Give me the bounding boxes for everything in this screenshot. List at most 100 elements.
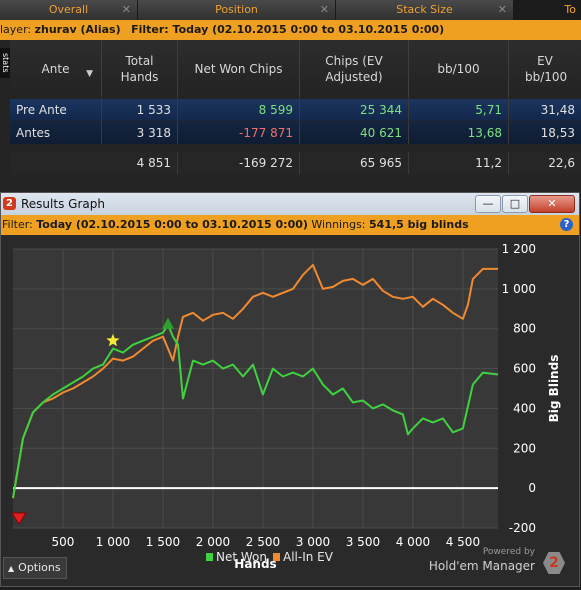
cell-hands: 3 318 xyxy=(102,122,178,144)
tab-stack-size-label: Stack Size xyxy=(396,3,453,16)
y-tick-label: 200 xyxy=(513,441,536,455)
cell-net-won: -177 871 xyxy=(178,122,300,144)
column-ante-label: Ante xyxy=(41,62,70,76)
total-ev-bb100: 22,6 xyxy=(548,156,575,170)
cell-bb100: 13,68 xyxy=(409,122,509,144)
x-tick-label: 1 000 xyxy=(96,535,130,549)
series-lines xyxy=(12,263,499,499)
y-tick-label: 800 xyxy=(513,322,536,336)
plot-background xyxy=(13,249,498,528)
column-header-total-hands[interactable]: Total Hands xyxy=(102,40,178,98)
column-header-ev-bb100[interactable]: EV bb/100 xyxy=(509,40,581,98)
grid xyxy=(13,248,498,529)
tab-position-label: Position xyxy=(215,3,258,16)
x-axis-label: Hands xyxy=(234,557,276,571)
minimize-button[interactable]: — xyxy=(475,195,501,213)
window-titlebar[interactable]: 2 Results Graph — □ ✕ xyxy=(1,193,579,215)
column-total-hands-label: Total Hands xyxy=(120,54,159,84)
legend-swatch xyxy=(273,553,280,561)
filter-prefix: Filter: xyxy=(2,218,33,231)
series-line-net-won xyxy=(12,323,499,499)
y-tick-labels: -200 0 200 400 600 800 1 000 1 200 xyxy=(502,242,536,535)
y-tick-label: 1 200 xyxy=(502,242,536,256)
column-header-net-won-chips[interactable]: Net Won Chips xyxy=(178,40,300,98)
column-ev-bb100-label: EV bb/100 xyxy=(525,54,568,84)
column-header-ante[interactable]: Ante ▼ xyxy=(10,40,102,98)
legend-label: Net Won xyxy=(216,550,267,564)
column-net-won-label: Net Won Chips xyxy=(194,62,283,76)
chevron-down-icon[interactable]: ▼ xyxy=(86,69,93,79)
tab-position[interactable]: Position ✕ xyxy=(138,0,336,20)
player-filter-bar: layer: zhurav (Alias) Filter: Today (02.… xyxy=(0,20,581,40)
column-header-bb100[interactable]: bb/100 xyxy=(409,40,509,98)
table-header: Ante ▼ Total Hands Net Won Chips Chips (… xyxy=(10,40,581,98)
x-tick-label: 3 000 xyxy=(296,535,330,549)
tab-stack-size[interactable]: Stack Size ✕ xyxy=(336,0,514,20)
tab-to[interactable]: To xyxy=(514,0,581,20)
total-hands: 4 851 xyxy=(102,152,178,174)
help-icon[interactable]: ? xyxy=(560,218,573,231)
table-row[interactable]: Antes 3 318 -177 871 40 621 13,68 18,53 xyxy=(10,122,581,144)
powered-by: Powered by xyxy=(482,547,535,557)
total-bb100: 11,2 xyxy=(409,152,509,174)
close-icon[interactable]: ✕ xyxy=(121,3,131,16)
graph-filter-bar: Filter: Today (02.10.2015 0:00 to 03.10.… xyxy=(1,215,579,235)
options-label: Options xyxy=(18,561,61,574)
x-tick-labels: 500 1 000 1 500 2 000 2 500 3 000 3 500 4 000 4 … xyxy=(52,535,481,549)
y-tick-label: 0 xyxy=(528,481,536,495)
close-button[interactable]: ✕ xyxy=(529,195,575,213)
close-icon[interactable]: ✕ xyxy=(497,3,507,16)
filter-value[interactable]: Today (02.10.2015 0:00 to 03.10.2015 0:0… xyxy=(36,218,308,231)
player-name[interactable]: zhurav (Alias) xyxy=(34,23,121,36)
cell-chips-ev: 25 344 xyxy=(300,99,409,121)
cell-ante: Antes xyxy=(10,122,102,144)
winnings-value: 541,5 big blinds xyxy=(369,218,469,231)
total-chips-ev: 65 965 xyxy=(300,152,409,174)
cell-chips-ev: 40 621 xyxy=(300,122,409,144)
legend-swatch xyxy=(206,553,213,561)
cell-bb100: 5,71 xyxy=(409,99,509,121)
cell-ante: Pre Ante xyxy=(10,99,102,121)
y-axis-label: Big Blinds xyxy=(547,355,561,423)
stats-table: stats Ante ▼ Total Hands Net Won Chips C… xyxy=(0,40,581,192)
peak-triangle-marker xyxy=(161,317,174,329)
low-triangle-marker xyxy=(11,512,27,525)
options-button[interactable]: ▲ Options xyxy=(3,557,67,579)
column-header-chips-ev[interactable]: Chips (EV Adjusted) xyxy=(300,40,409,98)
side-tab-stats[interactable]: stats xyxy=(0,48,10,78)
x-tick-label: 4 500 xyxy=(446,535,480,549)
x-tick-label: 1 500 xyxy=(146,535,180,549)
cell-ev-bb100: 18,53 xyxy=(540,126,575,140)
brand-name: Hold'em Manager xyxy=(428,559,535,573)
x-tick-label: 2 500 xyxy=(246,535,280,549)
tab-overall[interactable]: Overall ✕ xyxy=(0,0,138,20)
cell-ev-bb100: 31,48 xyxy=(540,103,575,117)
totals-row: 4 851 -169 272 65 965 11,2 22,6 xyxy=(10,152,581,174)
x-tick-label: 2 000 xyxy=(196,535,230,549)
x-tick-label: 4 000 xyxy=(396,535,430,549)
table-row[interactable]: Pre Ante 1 533 8 599 25 344 5,71 31,48 xyxy=(10,99,581,121)
maximize-button[interactable]: □ xyxy=(502,195,528,213)
y-tick-label: 1 000 xyxy=(502,282,536,296)
graph-area: 500 1 000 1 500 2 000 2 500 3 000 3 500 4 000 4 … xyxy=(1,235,579,586)
y-tick-label: 400 xyxy=(513,401,536,415)
winnings-prefix: Winnings: xyxy=(311,218,366,231)
x-tick-label: 3 500 xyxy=(346,535,380,549)
series-line-all-in-ev xyxy=(12,263,498,499)
legend: Net Won All-In EV xyxy=(206,550,334,564)
tab-to-label: To xyxy=(564,3,576,16)
hm-logo-icon: 2 xyxy=(3,197,16,210)
column-chips-ev-label: Chips (EV Adjusted) xyxy=(325,54,383,84)
legend-label: All-In EV xyxy=(283,550,334,564)
tab-overall-label: Overall xyxy=(48,3,89,16)
hm2-logo-icon: 2 xyxy=(543,552,565,574)
cell-net-won: 8 599 xyxy=(178,99,300,121)
cell-hands: 1 533 xyxy=(102,99,178,121)
chevron-up-icon: ▲ xyxy=(8,564,15,573)
results-graph-window: 2 Results Graph — □ ✕ Filter: Today (02.… xyxy=(0,192,580,587)
chart-markers xyxy=(11,317,174,525)
close-icon[interactable]: ✕ xyxy=(319,3,329,16)
y-tick-label: -200 xyxy=(509,521,536,535)
tab-bar: Overall ✕ Position ✕ Stack Size ✕ To xyxy=(0,0,581,20)
x-tick-label: 500 xyxy=(52,535,75,549)
